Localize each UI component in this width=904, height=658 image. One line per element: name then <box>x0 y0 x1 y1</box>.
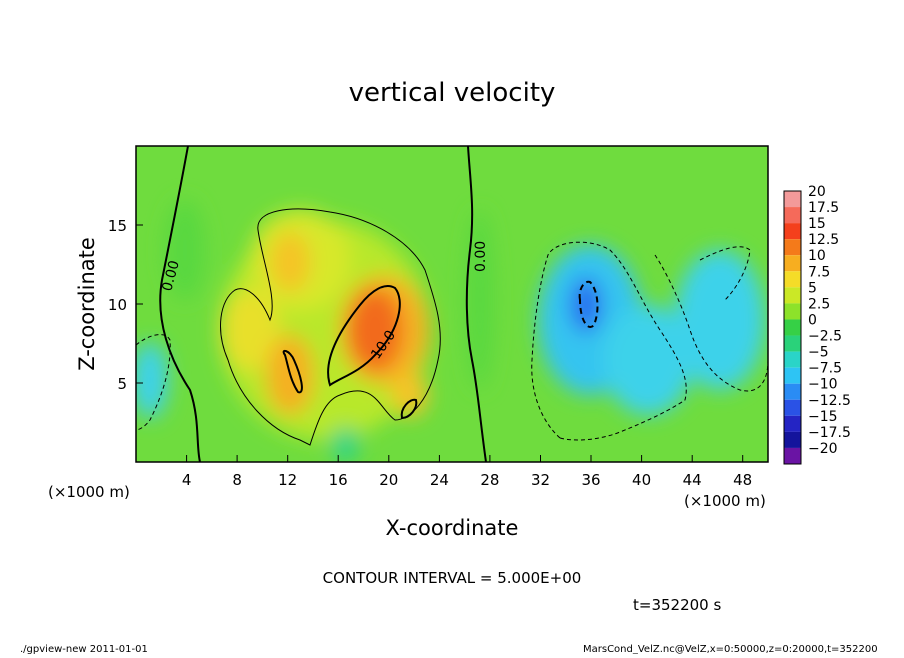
colorbar-swatch <box>784 255 801 272</box>
field-blob <box>165 200 205 300</box>
field-blob <box>466 210 494 390</box>
colorbar-swatch <box>784 367 801 384</box>
colorbar-swatch <box>784 415 801 432</box>
colorbar-swatch <box>784 303 801 320</box>
chart-title: vertical velocity <box>349 78 556 108</box>
colorbar-label: 7.5 <box>808 264 830 280</box>
contour-neg-five <box>531 241 687 441</box>
colorbar-label: 5 <box>808 280 817 296</box>
colorbar-swatch <box>784 351 801 368</box>
colorbar-label: −5 <box>808 345 829 361</box>
x-tick-label: 32 <box>531 471 550 489</box>
field-blob <box>603 305 693 415</box>
colorbar-swatch <box>784 447 801 464</box>
colorbar-swatch <box>784 191 801 208</box>
contour-zero-left <box>159 146 201 462</box>
y-tick-label: 15 <box>108 217 127 235</box>
field-blob <box>270 232 310 292</box>
contour-ten-small <box>400 398 418 420</box>
x-tick-labels: 4 8 12 16 20 24 28 32 36 40 44 48 <box>182 471 752 489</box>
x-tick-label: 40 <box>632 471 651 489</box>
colorbar-label: −2.5 <box>808 329 842 345</box>
colorbar: 2017.51512.5107.552.50−2.5−5−7.5−10−12.5… <box>783 184 851 465</box>
contour-label: 0.00 <box>159 259 183 293</box>
footer-right: MarsCond_VelZ.nc@VelZ,x=0:50000,z=0:2000… <box>583 644 878 654</box>
field-blob <box>570 277 602 333</box>
x-tick-label: 4 <box>182 471 192 489</box>
x-axis-label: X-coordinate <box>386 516 519 540</box>
x-tick-label: 20 <box>379 471 398 489</box>
y-ticks <box>136 224 143 384</box>
x-tick-label: 12 <box>278 471 297 489</box>
colorbar-label: 15 <box>808 216 826 232</box>
colorbar-label: −12.5 <box>808 393 851 409</box>
colorbar-swatch <box>784 319 801 336</box>
contour-ten <box>327 285 401 387</box>
field-blob <box>392 373 428 417</box>
colorbar-swatch <box>784 287 801 304</box>
contour-ten-small <box>282 349 303 394</box>
footer-left: ./gpview-new 2011-01-01 <box>20 644 148 654</box>
colorbar-label: −15 <box>808 409 838 425</box>
x-tick-label: 28 <box>480 471 499 489</box>
y-tick-labels: 5 10 15 <box>108 217 127 393</box>
x-tick-label: 36 <box>581 471 600 489</box>
field-blob <box>331 427 359 462</box>
x-tick-label: 48 <box>733 471 752 489</box>
y-unit-label: (×1000 m) <box>48 483 130 501</box>
contour-zero-right <box>465 146 487 462</box>
colorbar-swatch <box>784 399 801 416</box>
colorbar-label: −20 <box>808 441 838 457</box>
y-tick-label: 10 <box>108 296 127 314</box>
colorbar-label: −10 <box>808 377 838 393</box>
contour-neg-ten <box>578 280 599 328</box>
y-axis-label: Z-coordinate <box>75 237 99 371</box>
colorbar-label: 17.5 <box>808 200 839 216</box>
x-tick-label: 24 <box>430 471 449 489</box>
colorbar-label: 20 <box>808 184 826 200</box>
x-tick-label: 16 <box>329 471 348 489</box>
x-unit-label: (×1000 m) <box>684 492 766 510</box>
colorbar-swatch <box>784 431 801 448</box>
field-blob <box>347 288 403 372</box>
colorbar-label: 2.5 <box>808 296 830 312</box>
x-ticks <box>186 455 744 462</box>
time-label: t=352200 s <box>633 596 721 614</box>
contour-label: 0.00 <box>473 241 489 272</box>
colorbar-swatch <box>784 239 801 256</box>
y-tick-label: 5 <box>117 375 127 393</box>
colorbar-swatch <box>784 271 801 288</box>
colorbar-label: 0 <box>808 312 817 328</box>
colorbar-swatch <box>784 207 801 224</box>
colorbar-label: 10 <box>808 248 826 264</box>
contour-neg-five-left <box>136 334 171 431</box>
colorbar-frame <box>783 190 802 465</box>
colorbar-label: −17.5 <box>808 425 851 441</box>
contour-neg-five-right <box>654 246 768 392</box>
field-blob <box>136 342 168 418</box>
colorbar-swatch <box>784 223 801 240</box>
colorbar-label: −7.5 <box>808 361 842 377</box>
colorbar-swatch <box>784 383 801 400</box>
contour-interval: CONTOUR INTERVAL = 5.000E+00 <box>323 569 582 587</box>
colorbar-swatch <box>784 335 801 352</box>
x-tick-label: 8 <box>232 471 242 489</box>
colorbar-label: 12.5 <box>808 232 839 248</box>
field-blob <box>675 250 765 390</box>
x-tick-label: 44 <box>683 471 702 489</box>
contour-five <box>220 208 441 446</box>
plot-area: 0.00 0.00 10.0 <box>136 146 768 462</box>
